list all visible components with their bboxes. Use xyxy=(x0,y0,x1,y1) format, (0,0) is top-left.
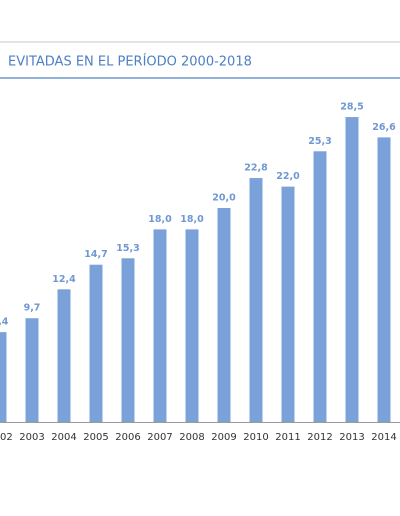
x-tick-label: 2003 xyxy=(19,432,44,443)
x-tick-label: 2010 xyxy=(243,432,268,443)
value-label: 8,4 xyxy=(0,317,9,328)
value-label: 20,0 xyxy=(212,193,236,204)
bar xyxy=(249,178,263,422)
x-tick-label: 2006 xyxy=(115,432,140,443)
x-tick-label: 2008 xyxy=(179,432,204,443)
x-tick-label: 2013 xyxy=(339,432,364,443)
value-label: 9,7 xyxy=(24,303,41,314)
value-label: 14,7 xyxy=(84,249,107,260)
value-label: 25,3 xyxy=(308,136,331,147)
bar xyxy=(57,289,71,422)
x-tick-label: 2002 xyxy=(0,432,13,443)
bar xyxy=(89,264,103,422)
x-tick-label: 2014 xyxy=(371,432,396,443)
value-label: 26,6 xyxy=(372,122,396,133)
bar xyxy=(0,332,7,422)
x-tick-label: 2009 xyxy=(211,432,236,443)
x-tick-label: 2012 xyxy=(307,432,332,443)
x-tick-label: 2005 xyxy=(83,432,108,443)
bar xyxy=(153,229,167,422)
x-tick-label: 2004 xyxy=(51,432,76,443)
value-label: 28,5 xyxy=(340,102,363,113)
x-tick-label: 2007 xyxy=(147,432,172,443)
value-label: 18,0 xyxy=(148,214,172,225)
bar xyxy=(345,117,359,423)
bar xyxy=(377,137,391,422)
bar xyxy=(313,151,327,423)
value-label: 12,4 xyxy=(52,274,76,285)
bar xyxy=(121,258,135,422)
x-tick-label: 2011 xyxy=(275,432,300,443)
bar xyxy=(217,208,231,422)
value-label: 22,8 xyxy=(244,163,268,174)
value-label: 22,0 xyxy=(276,171,300,182)
bar xyxy=(25,318,39,422)
value-label: 18,0 xyxy=(180,214,204,225)
value-label: 15,3 xyxy=(116,243,139,254)
bar xyxy=(281,186,295,422)
bar xyxy=(185,229,199,422)
chart-title: EVITADAS EN EL PERÍODO 2000-2018 xyxy=(8,54,252,70)
